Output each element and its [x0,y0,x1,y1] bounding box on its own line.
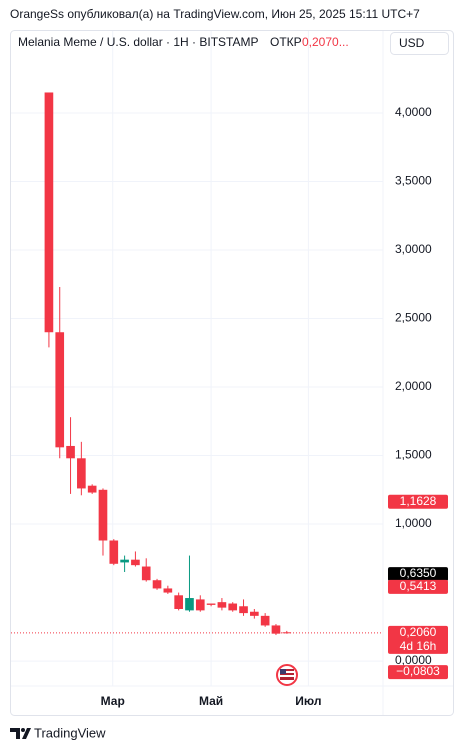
price-badge [388,665,448,680]
marks [44,92,292,636]
candle-body [174,595,183,610]
candle-body [185,598,194,611]
candle-body [109,540,119,564]
candle-body [44,92,54,333]
candle-body [55,332,65,448]
candle-body [152,580,162,589]
candle-body [260,615,270,626]
price-badge [388,579,448,594]
candle-body [217,602,227,608]
candle-body [87,485,97,493]
flag-icon [276,664,298,686]
y-tick-label: 3,0000 [395,242,432,256]
y-tick-label: 2,0000 [395,379,432,393]
candle-body [163,588,173,593]
candle-body [66,445,75,459]
price-badge-label: 0,6350 [400,566,437,580]
candle-body [271,625,281,634]
y-tick-label: 1,5000 [395,448,432,462]
candle-body [131,559,140,566]
candle-body [195,599,205,611]
price-badge-label: −0,0803 [396,664,440,678]
logo [10,728,31,739]
price-badge-label: 0,5413 [400,579,437,593]
frame [10,30,454,716]
candle-body [141,566,151,581]
candle-body [239,606,248,614]
y-tick-label: 3,5000 [395,174,432,188]
price-badge-label: 0,2060 [400,625,437,639]
candle-body [98,489,108,541]
price-badge-timer: 4d 16h [400,639,437,653]
y-tick-label: 4,0000 [395,105,432,119]
y-tick-label: 2,5000 [395,311,432,325]
currency-button[interactable] [390,32,449,55]
candle-body [206,603,216,605]
x-tick-label: Июл [295,694,321,708]
header: OrangeSs опубликовал(а) на TradingView.c… [10,7,420,21]
candle-body [282,632,292,634]
price-badge [388,567,448,582]
open-label: ОТКР [270,35,302,49]
y-tick-label: 1,0000 [395,516,432,530]
open-value: 0,2070... [302,35,349,49]
y-tick-label: 0,0000 [395,653,432,667]
price-badge-label: 1,1628 [400,494,437,508]
x-tick-label: Май [199,694,223,708]
candle-body [228,603,238,611]
symbol-name: Melania Meme / U.S. dollar · 1H · BITSTA… [18,35,259,49]
price-badge [388,494,448,509]
candle-body [120,559,129,563]
x-tick-label: Мар [101,694,125,708]
grid [11,31,383,686]
candle-body [77,458,86,489]
price-badge [388,625,448,654]
candle-body [250,611,259,616]
currency[interactable]: USD [399,36,425,50]
brand: TradingView [34,725,106,740]
